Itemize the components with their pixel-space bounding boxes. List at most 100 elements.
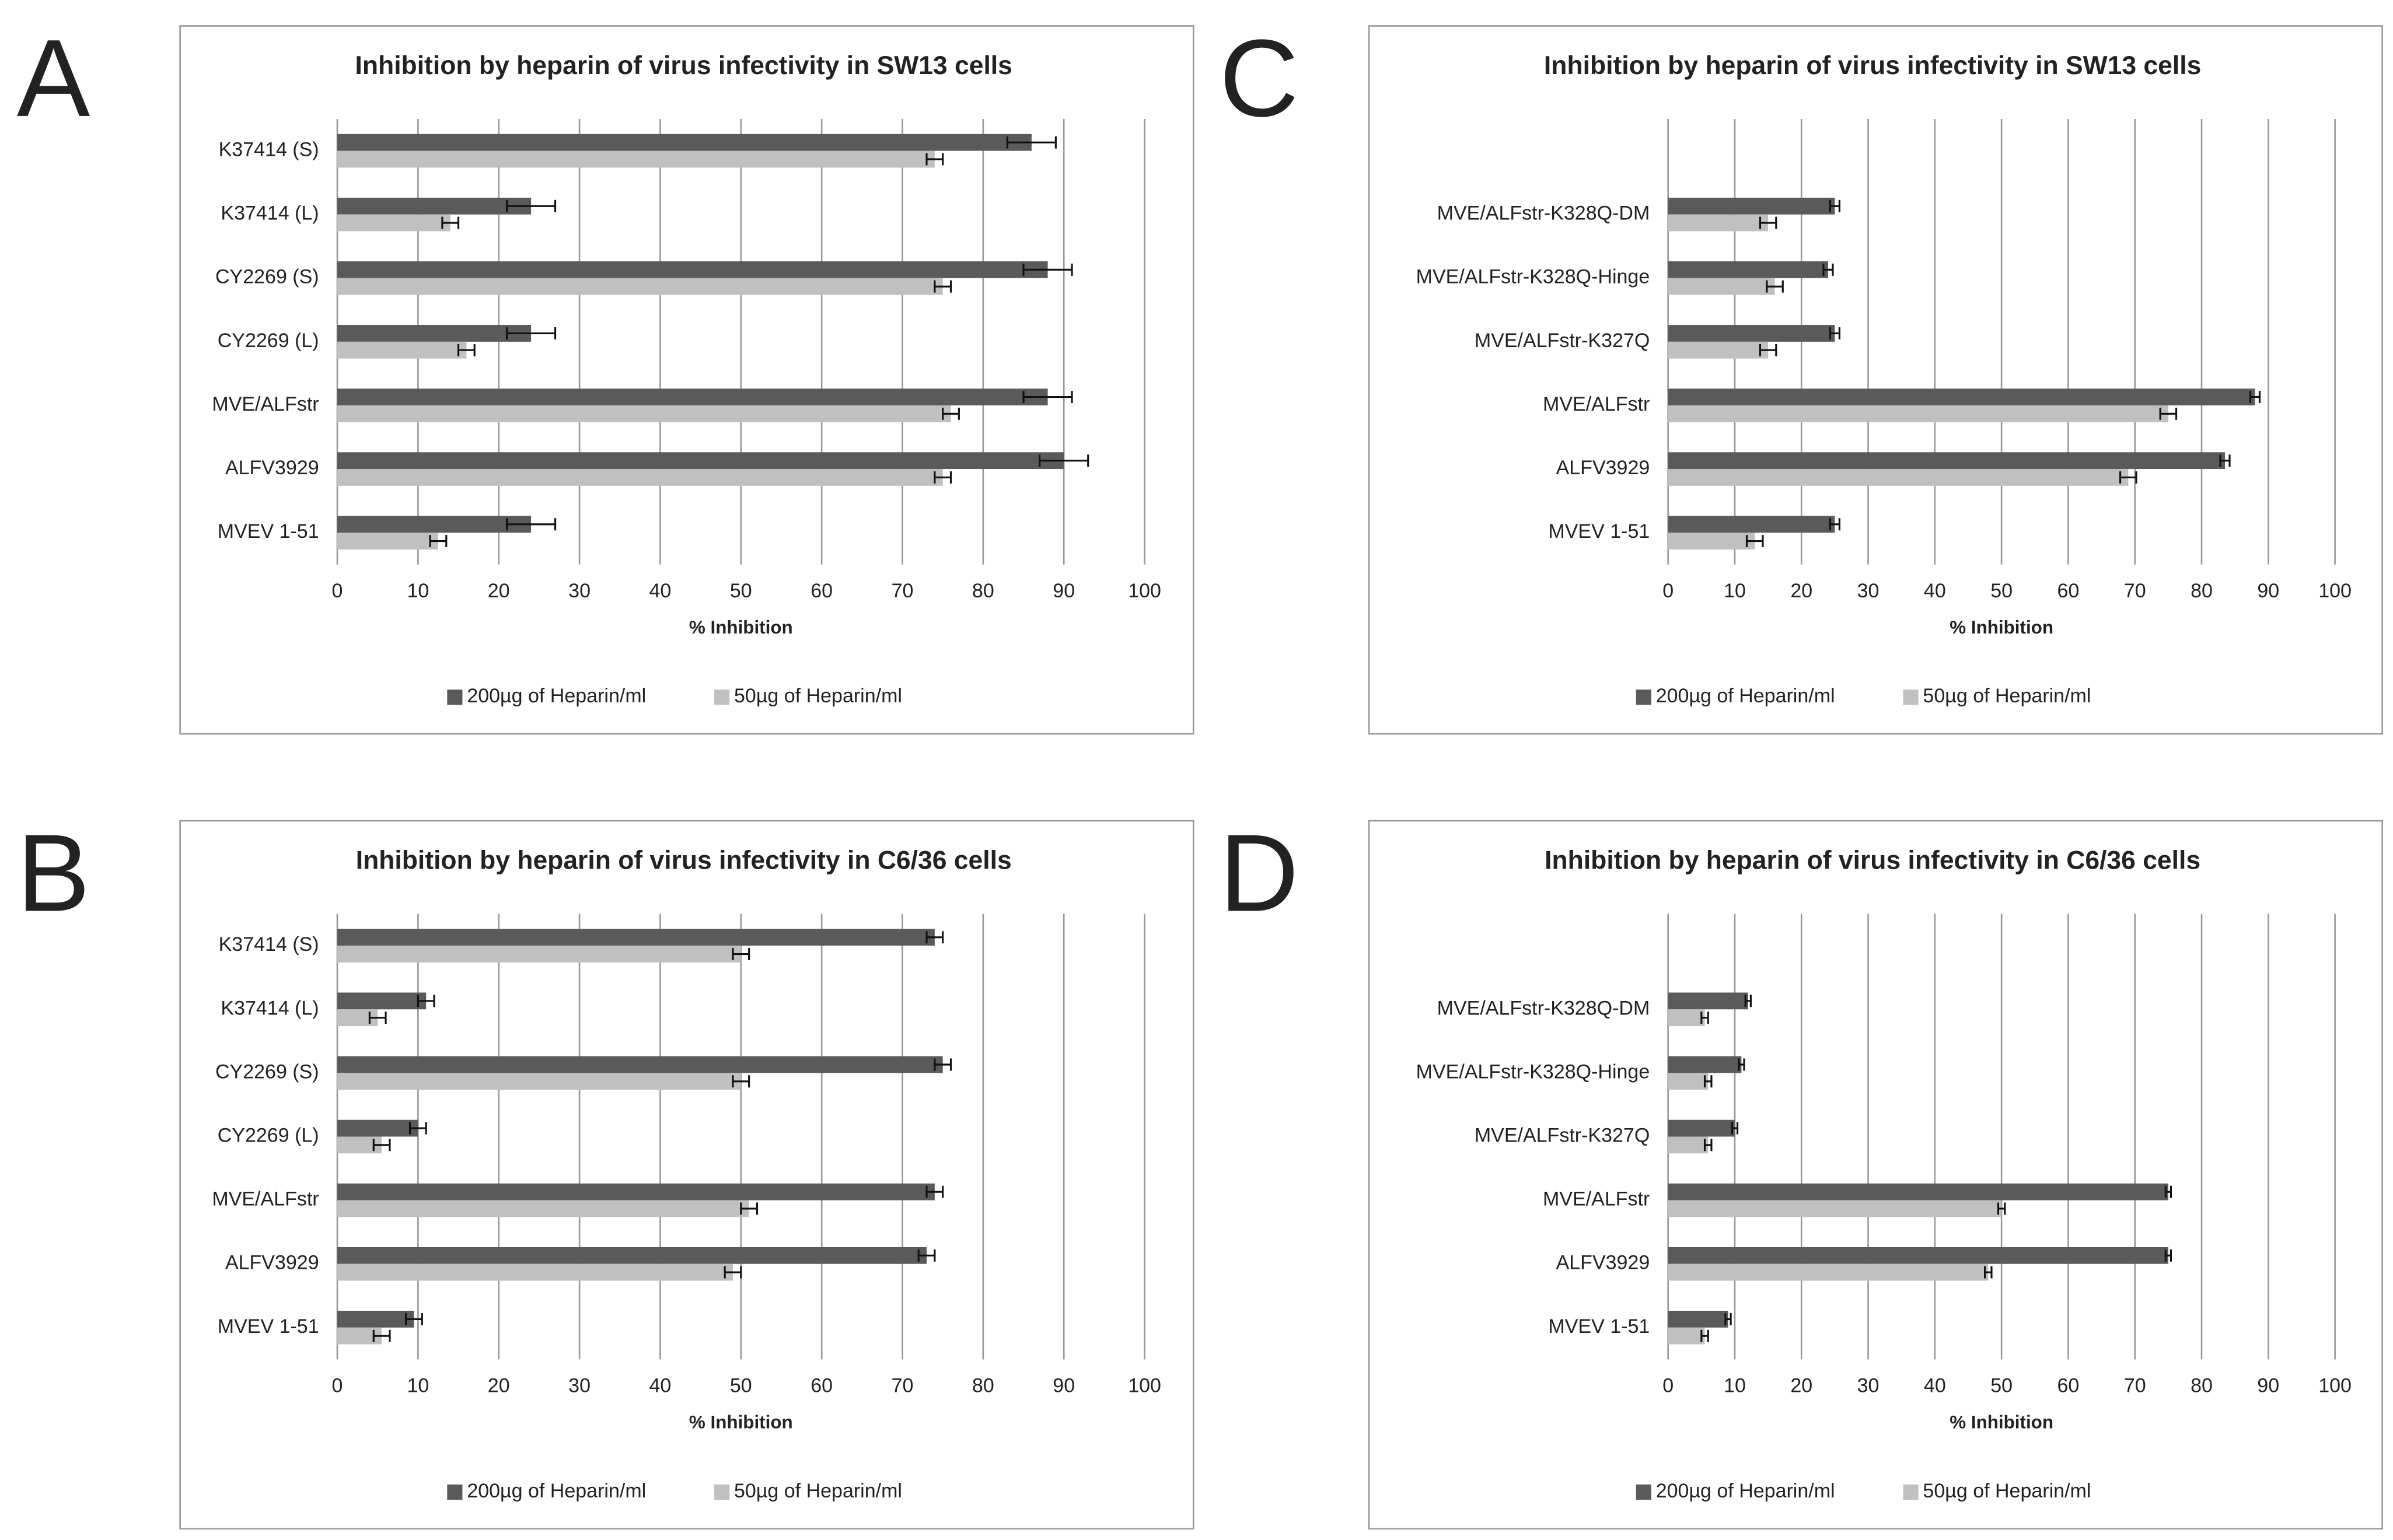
error-bar bbox=[441, 216, 460, 229]
legend-swatch bbox=[447, 690, 463, 705]
x-tick-label: 10 bbox=[407, 1374, 429, 1396]
x-tick-label: 0 bbox=[1662, 1374, 1674, 1396]
error-bar bbox=[1822, 263, 1834, 276]
legend-label: 200µg of Heparin/ml bbox=[1656, 1480, 1835, 1502]
y-tick-label: MVE/ALFstr-K328Q-Hinge bbox=[1416, 1060, 1650, 1083]
bar bbox=[1668, 325, 1835, 342]
bar bbox=[337, 197, 532, 215]
bar bbox=[337, 946, 741, 963]
x-tick-label: 60 bbox=[2057, 1374, 2080, 1396]
bar bbox=[337, 1200, 749, 1217]
bar bbox=[1668, 341, 1769, 359]
x-tick-label: 40 bbox=[1924, 1374, 1946, 1396]
x-tick-label: 60 bbox=[811, 1374, 833, 1396]
error-bar bbox=[1039, 454, 1089, 467]
panel-letter: D bbox=[1220, 811, 1299, 934]
x-axis-label: % Inhibition bbox=[1950, 617, 2053, 638]
error-bar bbox=[1745, 535, 1764, 548]
bar bbox=[1668, 214, 1769, 232]
error-bar bbox=[1738, 1058, 1745, 1071]
error-bar bbox=[1829, 327, 1840, 340]
error-bar bbox=[1006, 136, 1057, 149]
error-bar bbox=[1759, 344, 1777, 356]
error-bar bbox=[417, 995, 435, 1007]
error-bar bbox=[372, 1329, 391, 1342]
panel-frame bbox=[1368, 820, 2383, 1530]
panel-frame bbox=[179, 25, 1194, 735]
error-bar bbox=[505, 200, 557, 212]
y-tick-label: CY2269 (L) bbox=[218, 330, 319, 352]
bar bbox=[337, 134, 1032, 151]
x-tick-label: 50 bbox=[730, 580, 752, 602]
bar bbox=[1668, 405, 2168, 422]
x-tick-label: 40 bbox=[649, 1374, 672, 1396]
y-tick-label: CY2269 (S) bbox=[215, 1060, 319, 1083]
error-bar bbox=[934, 280, 952, 293]
x-tick-label: 30 bbox=[1857, 580, 1880, 602]
x-tick-label: 80 bbox=[972, 1374, 994, 1396]
x-tick-label: 70 bbox=[2124, 1374, 2146, 1396]
x-tick-label: 20 bbox=[488, 1374, 510, 1396]
y-tick-label: ALFV3929 bbox=[225, 457, 319, 479]
error-bar bbox=[405, 1312, 423, 1325]
x-tick-label: 90 bbox=[1053, 1374, 1075, 1396]
legend-label: 50µg of Heparin/ml bbox=[734, 685, 902, 707]
x-tick-label: 100 bbox=[2318, 1374, 2352, 1396]
x-tick-label: 0 bbox=[332, 580, 343, 602]
bar bbox=[1668, 1311, 1728, 1328]
bar bbox=[1668, 1200, 2002, 1217]
y-tick-label: CY2269 (S) bbox=[215, 266, 319, 288]
bar bbox=[337, 388, 1048, 405]
bar bbox=[1668, 197, 1835, 215]
y-tick-label: MVEV 1-51 bbox=[1548, 520, 1650, 542]
error-bar bbox=[740, 1202, 759, 1215]
error-bar bbox=[1700, 1329, 1709, 1342]
error-bar bbox=[1703, 1139, 1713, 1152]
bar bbox=[1668, 278, 1775, 295]
bar bbox=[337, 1056, 943, 1073]
error-bar bbox=[1022, 391, 1073, 404]
x-tick-label: 20 bbox=[1790, 1374, 1812, 1396]
error-bar bbox=[1766, 280, 1784, 293]
error-bar bbox=[1703, 1075, 1713, 1088]
x-tick-label: 50 bbox=[730, 1374, 752, 1396]
bar bbox=[1668, 1056, 1742, 1073]
chart-title: Inhibition by heparin of virus infectivi… bbox=[356, 846, 1012, 874]
legend-label: 200µg of Heparin/ml bbox=[467, 685, 646, 707]
legend-label: 50µg of Heparin/ml bbox=[1923, 685, 2091, 707]
x-tick-label: 50 bbox=[1990, 580, 2013, 602]
y-tick-label: CY2269 (L) bbox=[218, 1124, 319, 1146]
y-tick-label: MVE/ALFstr-K327Q bbox=[1475, 330, 1650, 352]
x-tick-label: 90 bbox=[2257, 580, 2279, 602]
x-tick-label: 30 bbox=[1857, 1374, 1880, 1396]
x-tick-label: 50 bbox=[1990, 1374, 2013, 1396]
bar bbox=[337, 929, 935, 946]
x-tick-label: 60 bbox=[2057, 580, 2080, 602]
bar bbox=[1668, 1327, 1705, 1345]
error-bar bbox=[925, 1185, 944, 1198]
x-tick-label: 60 bbox=[811, 580, 833, 602]
y-tick-label: MVEV 1-51 bbox=[218, 1315, 319, 1338]
error-bar bbox=[368, 1012, 387, 1024]
error-bar bbox=[429, 535, 448, 548]
bar bbox=[1668, 452, 2226, 470]
error-bar bbox=[505, 327, 557, 340]
error-bar bbox=[1731, 1122, 1739, 1135]
error-bar bbox=[942, 407, 960, 420]
chart-title: Inhibition by heparin of virus infectivi… bbox=[355, 51, 1012, 80]
x-axis-label: % Inhibition bbox=[1950, 1412, 2053, 1432]
legend-label: 50µg of Heparin/ml bbox=[1923, 1480, 2091, 1502]
legend-swatch bbox=[1636, 690, 1651, 705]
error-bar bbox=[1829, 200, 1840, 212]
x-axis-label: % Inhibition bbox=[689, 617, 793, 638]
y-tick-label: K37414 (L) bbox=[221, 997, 319, 1019]
legend-swatch bbox=[714, 690, 730, 705]
bar bbox=[337, 341, 467, 359]
error-bar bbox=[2159, 407, 2178, 420]
x-tick-label: 20 bbox=[488, 580, 510, 602]
x-tick-label: 70 bbox=[2124, 580, 2146, 602]
y-tick-label: MVEV 1-51 bbox=[1548, 1315, 1650, 1338]
x-tick-label: 100 bbox=[2318, 580, 2352, 602]
panel-frame bbox=[179, 820, 1194, 1530]
x-tick-label: 0 bbox=[1662, 580, 1674, 602]
